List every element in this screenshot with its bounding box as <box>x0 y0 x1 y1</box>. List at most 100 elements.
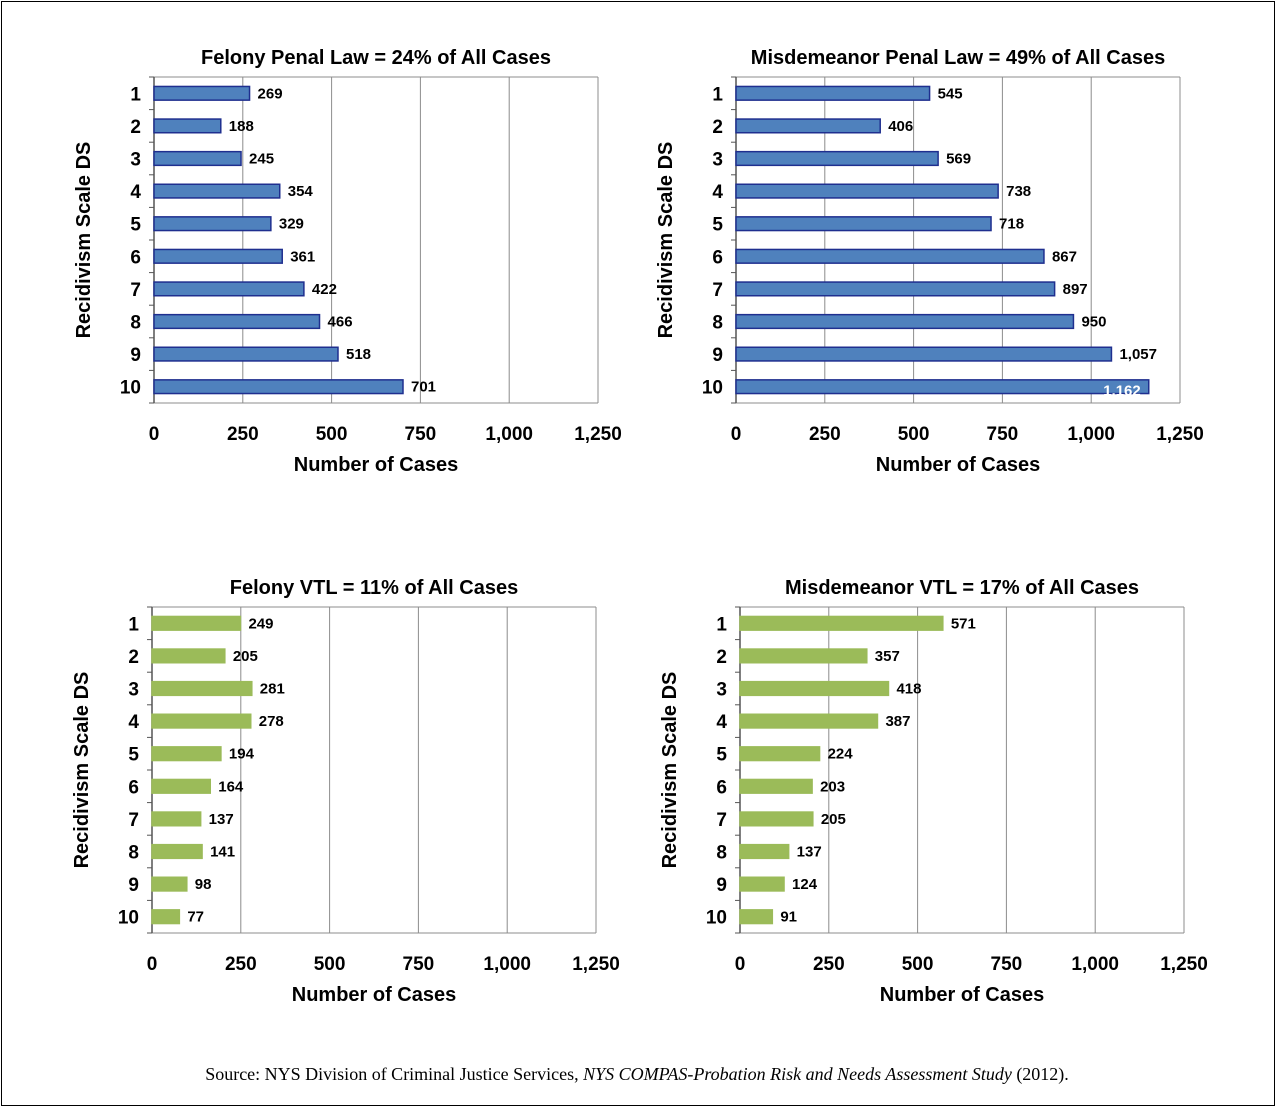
data-label: 897 <box>1063 281 1088 298</box>
data-label: 950 <box>1081 314 1106 331</box>
data-label: 164 <box>218 778 244 795</box>
bar <box>151 876 188 892</box>
data-label: 518 <box>346 346 371 363</box>
x-tick-label: 1,250 <box>1156 424 1204 445</box>
y-axis-label: Recidivism Scale DS <box>655 142 677 339</box>
y-tick-label: 10 <box>118 908 139 929</box>
y-tick-label: 5 <box>712 215 723 236</box>
x-tick-label: 1,000 <box>485 424 533 445</box>
bar <box>739 778 813 794</box>
y-tick-label: 1 <box>716 614 727 635</box>
chart-svg: Felony VTL = 11% of All Cases 1 249 2 205 3 28… <box>71 577 620 1006</box>
y-tick-label: 6 <box>130 247 141 268</box>
y-tick-label: 3 <box>712 150 723 171</box>
y-tick-label: 9 <box>130 345 141 366</box>
y-tick-label: 4 <box>128 712 139 733</box>
data-label: 571 <box>951 615 976 632</box>
y-tick-label: 2 <box>712 117 723 138</box>
y-tick-label: 5 <box>128 745 139 766</box>
data-label: 738 <box>1006 183 1031 200</box>
x-tick-label: 750 <box>987 424 1019 445</box>
data-label: 124 <box>792 876 818 893</box>
bar <box>739 648 868 664</box>
chart-title: Misdemeanor VTL = 17% of All Cases <box>785 577 1139 599</box>
y-tick-label: 8 <box>128 843 139 864</box>
chart-felony-vtl: Felony VTL = 11% of All Cases 1 249 2 205 3 28… <box>66 570 666 1010</box>
data-label: 387 <box>885 713 910 730</box>
bar <box>735 379 1150 395</box>
chart-misdemeanor-vtl: Misdemeanor VTL = 17% of All Cases 1 571 2 3… <box>654 570 1254 1010</box>
y-tick-label: 5 <box>130 215 141 236</box>
data-label: 1,162 <box>1103 383 1141 400</box>
bar <box>735 183 999 199</box>
data-label: 137 <box>209 811 234 828</box>
x-tick-label: 0 <box>735 954 746 975</box>
data-label: 281 <box>260 681 285 698</box>
y-tick-label: 6 <box>128 777 139 798</box>
data-label: 1,057 <box>1119 346 1157 363</box>
bar <box>151 746 222 762</box>
x-tick-label: 0 <box>147 954 158 975</box>
y-tick-label: 7 <box>130 280 141 301</box>
bar <box>739 746 821 762</box>
x-tick-label: 750 <box>405 424 437 445</box>
y-tick-label: 3 <box>716 680 727 701</box>
bar <box>735 248 1045 264</box>
y-tick-label: 8 <box>712 313 723 334</box>
data-label: 205 <box>821 811 846 828</box>
y-tick-label: 1 <box>130 84 141 105</box>
data-label: 188 <box>229 118 254 135</box>
data-label: 245 <box>249 151 274 168</box>
bar <box>735 85 931 101</box>
bar <box>735 118 881 134</box>
data-label: 203 <box>820 778 845 795</box>
data-label: 205 <box>233 648 258 665</box>
x-tick-label: 250 <box>227 424 259 445</box>
data-label: 422 <box>312 281 337 298</box>
y-tick-label: 9 <box>716 875 727 896</box>
x-axis-label: Number of Cases <box>292 984 457 1006</box>
bar <box>153 118 222 134</box>
x-axis-label: Number of Cases <box>294 454 459 476</box>
bar <box>153 346 339 362</box>
data-label: 718 <box>999 216 1024 233</box>
data-label: 406 <box>888 118 913 135</box>
y-tick-label: 2 <box>716 647 727 668</box>
x-tick-label: 500 <box>898 424 930 445</box>
x-tick-label: 1,000 <box>1067 424 1115 445</box>
y-tick-label: 2 <box>130 117 141 138</box>
x-tick-label: 1,000 <box>1071 954 1119 975</box>
source-suffix: (2012). <box>1011 1064 1069 1084</box>
bar <box>151 811 202 827</box>
data-label: 361 <box>290 248 315 265</box>
y-tick-label: 4 <box>716 712 727 733</box>
data-label: 98 <box>195 876 212 893</box>
source-prefix: Source: NYS Division of Criminal Justice… <box>205 1064 584 1084</box>
data-label: 418 <box>896 681 921 698</box>
bar <box>151 909 181 925</box>
x-tick-label: 250 <box>809 424 841 445</box>
bar <box>739 909 774 925</box>
data-label: 701 <box>411 379 436 396</box>
bar <box>153 313 321 330</box>
y-tick-label: 7 <box>712 280 723 301</box>
y-tick-label: 1 <box>128 614 139 635</box>
data-label: 91 <box>780 909 797 926</box>
x-tick-label: 750 <box>403 954 435 975</box>
data-label: 269 <box>258 85 283 102</box>
data-label: 329 <box>279 216 304 233</box>
x-tick-label: 250 <box>225 954 257 975</box>
x-tick-label: 500 <box>902 954 934 975</box>
bar <box>151 843 203 860</box>
chart-svg: Misdemeanor Penal Law = 49% of All Cases… <box>655 47 1204 476</box>
data-label: 354 <box>288 183 314 200</box>
chart-title: Felony Penal Law = 24% of All Cases <box>201 47 551 69</box>
bar <box>151 713 252 729</box>
y-tick-label: 7 <box>128 810 139 831</box>
y-tick-label: 9 <box>128 875 139 896</box>
y-axis-label: Recidivism Scale DS <box>73 142 95 339</box>
x-tick-label: 1,250 <box>1160 954 1208 975</box>
bar <box>153 150 242 167</box>
bar <box>151 778 212 794</box>
bar <box>153 183 281 199</box>
